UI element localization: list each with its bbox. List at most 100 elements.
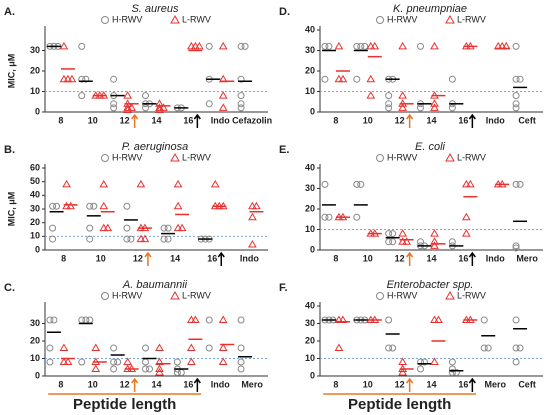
data-point: [480, 344, 488, 352]
data-point: [173, 179, 183, 188]
x-tick-label: 12: [395, 115, 405, 125]
x-tick-label: 8: [333, 253, 338, 263]
data-point: [53, 202, 61, 210]
data-point: [430, 99, 439, 107]
data-point: [136, 179, 146, 188]
panel-title: E. coli: [415, 141, 446, 153]
data-point: [186, 343, 196, 351]
data-point: [516, 344, 524, 352]
data-point: [398, 41, 408, 50]
legend-marker: [170, 152, 180, 162]
legend-marker: [101, 154, 109, 162]
legend-label: H-RWV: [112, 152, 142, 162]
data-point: [155, 364, 164, 372]
data-point: [237, 344, 245, 352]
data-point: [78, 75, 86, 83]
data-point: [321, 75, 329, 83]
data-point: [177, 223, 187, 232]
y-tick-label: 30: [305, 318, 315, 328]
data-point: [146, 365, 153, 373]
arrow: [144, 251, 152, 266]
data-point: [164, 235, 172, 243]
panel-title: K. pneumpniae: [393, 3, 467, 15]
x-tick-label: 16: [458, 115, 468, 125]
data-point: [512, 75, 520, 83]
data-point: [218, 91, 228, 99]
data-point: [512, 344, 520, 352]
y-tick-label: 50: [30, 176, 40, 186]
panel-letter: E.: [279, 144, 289, 156]
y-tick-label: 30: [30, 45, 40, 55]
data-point: [385, 238, 393, 246]
data-point: [86, 235, 94, 243]
data-point: [78, 42, 86, 50]
data-point: [385, 92, 393, 100]
y-tick-label: 10: [305, 86, 315, 96]
x-tick-label: 12: [120, 379, 130, 389]
data-point: [484, 344, 492, 352]
data-point: [448, 365, 456, 373]
legend-label: L-RWV: [457, 290, 486, 300]
y-tick-label: 40: [30, 190, 40, 200]
data-point: [512, 242, 520, 250]
x-tick-label: 16: [183, 115, 193, 125]
x-tick-label: Mero: [241, 379, 263, 389]
y-tick-label: 10: [305, 353, 315, 363]
x-tick-label: 8: [61, 253, 66, 263]
data-point: [398, 357, 408, 365]
x-tick-label: 10: [88, 115, 98, 125]
y-tick-label: 30: [305, 45, 315, 55]
data-point: [512, 42, 520, 50]
data-point: [110, 344, 118, 352]
data-point: [210, 179, 220, 188]
x-tick-label: 14: [151, 379, 161, 389]
data-point: [127, 103, 137, 111]
data-point: [218, 315, 228, 323]
y-tick-label: 0: [35, 106, 40, 116]
data-point: [142, 365, 149, 373]
data-point: [46, 316, 54, 324]
data-point: [177, 369, 185, 376]
data-point: [78, 358, 86, 366]
data-point: [430, 357, 439, 365]
data-point: [237, 358, 245, 366]
y-tick-label: 0: [310, 370, 315, 380]
data-point: [248, 240, 257, 248]
data-point: [49, 235, 57, 243]
data-point: [142, 92, 149, 100]
data-point: [123, 91, 133, 99]
y-tick-label: 30: [30, 203, 40, 213]
legend-marker: [376, 292, 384, 300]
legend-label: L-RWV: [182, 290, 211, 300]
legend-label: L-RWV: [182, 152, 211, 162]
data-point: [421, 358, 428, 366]
y-tick-label: 20: [30, 217, 40, 227]
data-point: [86, 224, 94, 232]
data-point: [103, 223, 113, 232]
data-point: [160, 224, 168, 232]
data-point: [385, 104, 393, 112]
data-point: [248, 212, 257, 221]
data-point: [237, 42, 245, 50]
data-point: [123, 235, 131, 243]
legend-label: L-RWV: [182, 14, 211, 24]
data-point: [67, 74, 77, 83]
data-point: [452, 369, 460, 376]
data-point: [448, 104, 456, 112]
data-point: [218, 357, 228, 365]
panel-title: P. aeruginosa: [122, 141, 188, 153]
data-point: [325, 42, 333, 50]
data-point: [205, 100, 213, 108]
data-point: [417, 104, 424, 112]
data-point: [448, 369, 456, 376]
data-point: [385, 316, 393, 324]
data-point: [59, 343, 69, 351]
x-tick-label: 10: [363, 379, 373, 389]
legend-label: H-RWV: [112, 14, 142, 24]
data-point: [49, 202, 57, 210]
x-tick-label: 10: [88, 379, 98, 389]
y-tick-label: 20: [30, 335, 40, 345]
data-point: [512, 244, 520, 252]
x-tick-label: 14: [170, 253, 180, 263]
